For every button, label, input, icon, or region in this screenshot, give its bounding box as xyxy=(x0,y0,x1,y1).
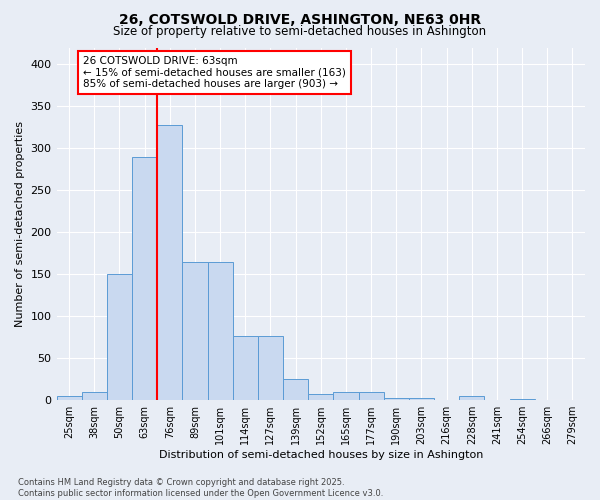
Bar xyxy=(132,156,157,400)
Text: 26 COTSWOLD DRIVE: 63sqm
← 15% of semi-detached houses are smaller (163)
85% of : 26 COTSWOLD DRIVE: 63sqm ← 15% of semi-d… xyxy=(83,56,346,89)
Bar xyxy=(283,379,308,400)
Text: Size of property relative to semi-detached houses in Ashington: Size of property relative to semi-detach… xyxy=(113,25,487,38)
Bar xyxy=(208,262,233,400)
Text: 26, COTSWOLD DRIVE, ASHINGTON, NE63 0HR: 26, COTSWOLD DRIVE, ASHINGTON, NE63 0HR xyxy=(119,12,481,26)
Y-axis label: Number of semi-detached properties: Number of semi-detached properties xyxy=(15,121,25,327)
Bar xyxy=(509,398,535,400)
Bar xyxy=(459,396,484,400)
X-axis label: Distribution of semi-detached houses by size in Ashington: Distribution of semi-detached houses by … xyxy=(158,450,483,460)
Bar xyxy=(308,394,334,400)
Bar xyxy=(409,398,434,400)
Bar xyxy=(359,392,383,400)
Bar xyxy=(383,398,409,400)
Bar xyxy=(157,125,182,400)
Bar xyxy=(233,336,258,400)
Text: Contains HM Land Registry data © Crown copyright and database right 2025.
Contai: Contains HM Land Registry data © Crown c… xyxy=(18,478,383,498)
Bar xyxy=(82,392,107,400)
Bar xyxy=(56,396,82,400)
Bar xyxy=(107,274,132,400)
Bar xyxy=(182,262,208,400)
Bar xyxy=(334,392,359,400)
Bar xyxy=(258,336,283,400)
